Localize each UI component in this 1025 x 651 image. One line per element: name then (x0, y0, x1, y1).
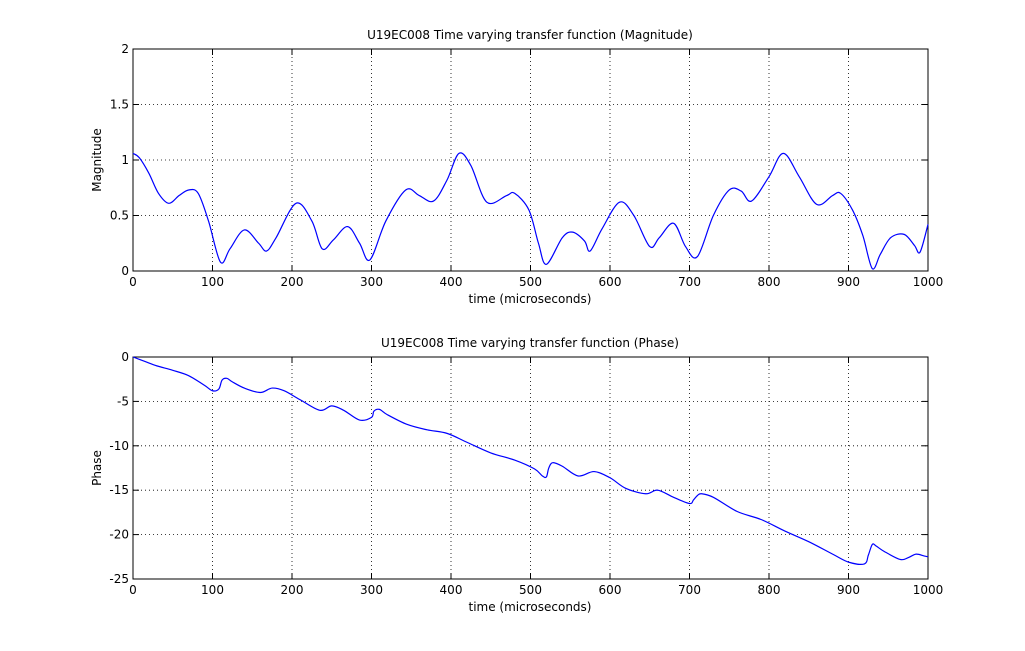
magnitude-title: U19EC008 Time varying transfer function … (367, 28, 693, 42)
magnitude-ytick-label: 1 (121, 153, 129, 167)
phase-xtick-label: 1000 (913, 583, 944, 597)
magnitude-xtick-label: 100 (201, 275, 224, 289)
phase-xtick-label: 400 (440, 583, 463, 597)
magnitude-curve-group (132, 152, 929, 270)
phase-xtick-label: 0 (129, 583, 137, 597)
magnitude-xtick-label: 700 (678, 275, 701, 289)
phase-ytick-label: -25 (109, 572, 129, 586)
magnitude-ytick-label: 0.5 (110, 209, 129, 223)
magnitude-series-line (132, 152, 929, 270)
magnitude-xtick-label: 1000 (913, 275, 944, 289)
phase-ytick-label: -15 (109, 483, 129, 497)
magnitude-xtick-label: 300 (360, 275, 383, 289)
phase-plot: 0 100 200 300 400 500 600 700 800 900 1000 -25 -20 -1… (90, 336, 943, 614)
phase-ytick-label: 0 (121, 350, 129, 364)
phase-xtick-label: 500 (519, 583, 542, 597)
magnitude-grid (133, 49, 928, 271)
phase-ylabel: Phase (90, 450, 104, 486)
phase-curve-group (132, 356, 929, 565)
phase-series-line (132, 356, 929, 565)
phase-title: U19EC008 Time varying transfer function … (381, 336, 679, 350)
magnitude-xtick-label: 0 (129, 275, 137, 289)
magnitude-xtick-label: 900 (837, 275, 860, 289)
phase-xtick-label: 200 (281, 583, 304, 597)
phase-xtick-label: 800 (758, 583, 781, 597)
phase-ytick-label: -10 (109, 439, 129, 453)
magnitude-xlabel: time (microseconds) (469, 292, 592, 306)
phase-xtick-label: 600 (599, 583, 622, 597)
magnitude-xtick-label: 800 (758, 275, 781, 289)
phase-xtick-label: 100 (201, 583, 224, 597)
magnitude-xtick-label: 600 (599, 275, 622, 289)
phase-xtick-label: 300 (360, 583, 383, 597)
phase-xtick-label: 900 (837, 583, 860, 597)
phase-ytick-label: -5 (117, 394, 129, 408)
phase-ytick-label: -20 (109, 528, 129, 542)
magnitude-plot: 0 100 200 300 400 500 600 700 800 900 1000 0 0.5 1 1.5… (90, 28, 943, 306)
magnitude-ylabel: Magnitude (90, 128, 104, 192)
magnitude-ytick-label: 1.5 (110, 98, 129, 112)
magnitude-xtick-label: 200 (281, 275, 304, 289)
phase-xlabel: time (microseconds) (469, 600, 592, 614)
magnitude-ticks: 0 100 200 300 400 500 600 700 800 900 1000 0 0.5 1 1.5… (110, 42, 943, 289)
magnitude-ytick-label: 0 (121, 264, 129, 278)
phase-xtick-label: 700 (678, 583, 701, 597)
phase-ticks: 0 100 200 300 400 500 600 700 800 900 1000 -25 -20 -1… (109, 350, 943, 597)
magnitude-ytick-label: 2 (121, 42, 129, 56)
magnitude-xtick-label: 500 (519, 275, 542, 289)
phase-grid (133, 357, 928, 579)
magnitude-xtick-label: 400 (440, 275, 463, 289)
